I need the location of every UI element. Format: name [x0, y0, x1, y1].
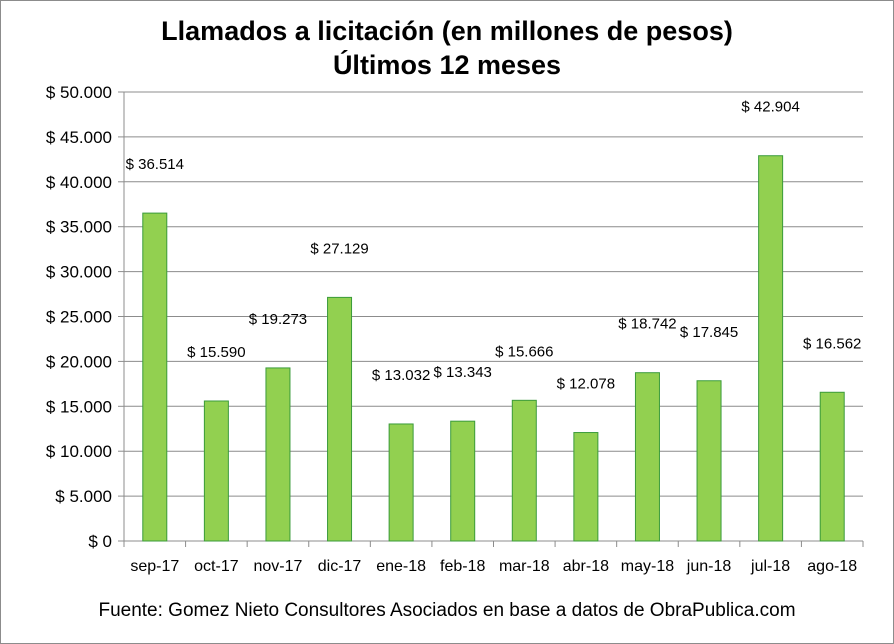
x-tick-label: ago-18	[807, 558, 857, 575]
data-label: $ 15.666	[495, 343, 553, 360]
y-tick-label: $ 20.000	[46, 352, 112, 371]
bar	[819, 391, 845, 542]
data-label: $ 36.514	[126, 156, 184, 173]
y-tick-label: $ 35.000	[46, 218, 112, 237]
bar	[265, 367, 291, 542]
x-tick-label: jul-18	[750, 558, 790, 575]
bar	[511, 399, 537, 542]
bar	[388, 423, 414, 542]
bar	[327, 296, 353, 542]
y-tick-label: $ 50.000	[46, 83, 112, 102]
data-label: $ 15.590	[187, 344, 245, 361]
bars	[142, 155, 845, 542]
x-tick-label: feb-18	[440, 558, 485, 575]
bar	[450, 420, 476, 542]
gridlines	[124, 91, 863, 497]
bar-chart: $ 0 $ 5.000 $ 10.000 $ 15.000 $ 20.000 $ 25.0…	[46, 83, 864, 575]
data-label: $ 16.562	[803, 335, 861, 352]
x-tick-label: oct-17	[194, 558, 239, 575]
y-tick-label: $ 5.000	[55, 487, 112, 506]
bar	[203, 400, 229, 542]
data-label: $ 27.129	[310, 240, 368, 257]
x-tick-label: sep-17	[130, 558, 179, 575]
data-label: $ 18.742	[618, 316, 676, 333]
bar	[696, 380, 722, 542]
bar	[758, 155, 784, 542]
y-tick-label: $ 25.000	[46, 308, 112, 327]
x-tick-label: dic-17	[318, 558, 362, 575]
axes	[118, 91, 864, 547]
data-label: $ 42.904	[741, 99, 799, 116]
x-tick-label: mar-18	[499, 558, 550, 575]
labels: $ 0 $ 5.000 $ 10.000 $ 15.000 $ 20.000 $ 25.0…	[46, 83, 862, 575]
data-label: $ 17.845	[680, 324, 738, 341]
chart-title: Llamados a licitación (en millones de pe…	[161, 16, 733, 46]
chart-subtitle: Últimos 12 meses	[332, 50, 562, 80]
x-tick-label: ene-18	[376, 558, 426, 575]
y-tick-label: $ 15.000	[46, 397, 112, 416]
data-label: $ 12.078	[557, 376, 615, 393]
x-tick-label: jun-18	[686, 558, 732, 575]
x-tick-label: abr-18	[563, 558, 609, 575]
data-label: $ 13.343	[434, 364, 492, 381]
x-tick-label: nov-17	[253, 558, 302, 575]
chart-title-block: Llamados a licitación (en millones de pe…	[0, 14, 894, 82]
data-label: $ 19.273	[249, 311, 307, 328]
y-tick-label: $ 30.000	[46, 263, 112, 282]
y-tick-label: $ 40.000	[46, 173, 112, 192]
y-tick-label: $ 10.000	[46, 442, 112, 461]
data-label: $ 13.032	[372, 367, 430, 384]
bar	[573, 432, 599, 542]
y-tick-label: $ 0	[88, 532, 112, 551]
x-tick-label: may-18	[621, 558, 674, 575]
bar	[634, 372, 660, 542]
bar	[142, 212, 168, 542]
y-tick-label: $ 45.000	[46, 128, 112, 147]
source-footer: Fuente: Gomez Nieto Consultores Asociado…	[98, 600, 796, 621]
